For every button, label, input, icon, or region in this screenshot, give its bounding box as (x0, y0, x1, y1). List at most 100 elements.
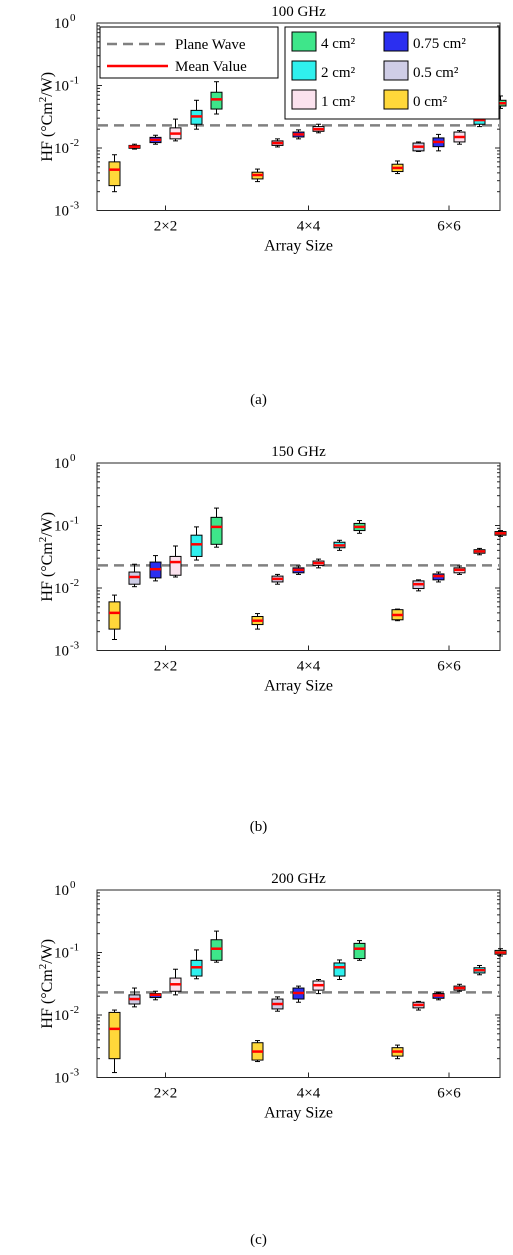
y-tick-label: 10 (54, 519, 69, 535)
plot-frame (96, 462, 501, 651)
box-6×6-0 (391, 1044, 404, 1060)
box-body (169, 555, 182, 576)
legend-label-0.75: 0.75 cm² (413, 36, 466, 52)
box-6×6-2 (473, 547, 486, 556)
y-tick-exponent: 0 (70, 12, 76, 24)
box-body (210, 516, 223, 545)
box-2×2-1 (169, 545, 182, 578)
x-tick-label: 4×4 (297, 219, 321, 235)
legend-swatch-0.5 (383, 60, 409, 81)
box-6×6-0 (391, 608, 404, 622)
x-axis-label: Array Size (264, 238, 333, 255)
box-2×2-1 (169, 968, 182, 996)
x-tick-label: 6×6 (437, 659, 461, 675)
box-4×4-1 (312, 123, 325, 134)
y-tick-exponent: -3 (70, 640, 80, 652)
y-tick-label: 10 (54, 883, 69, 899)
box-2×2-0.75 (149, 990, 162, 1001)
legend-label-2: 2 cm² (321, 65, 356, 81)
y-tick-label: 10 (54, 456, 69, 472)
box-2×2-0.5 (128, 143, 141, 150)
box-4×4-2 (333, 959, 346, 980)
box-2×2-0 (108, 594, 121, 640)
box-6×6-0.5 (412, 141, 425, 152)
y-tick-exponent: -2 (70, 577, 79, 589)
y-tick-label: 10 (54, 946, 69, 962)
x-tick-label: 4×4 (297, 659, 321, 675)
box-6×6-0.5 (412, 579, 425, 592)
y-tick-exponent: 0 (70, 452, 76, 464)
legend-box-lines (99, 26, 279, 79)
box-2×2-0.5 (128, 563, 141, 588)
legend: Plane Wave Mean Value 4 cm² 2 cm² 1 cm² 0.75 … (99, 26, 500, 120)
x-tick-label: 2×2 (154, 219, 177, 235)
legend-label-4: 4 cm² (321, 36, 356, 52)
box-body (108, 161, 121, 187)
y-tick-exponent: -1 (70, 515, 79, 527)
y-tick-exponent: -3 (70, 1067, 80, 1079)
box-4×4-0.5 (271, 138, 284, 148)
box-4×4-0 (251, 613, 264, 630)
box-4×4-0.75 (292, 565, 305, 575)
y-tick-label: 10 (54, 1008, 69, 1024)
y-axis-label: HF (°Cm2/W) (37, 72, 56, 162)
y-tick-exponent: -3 (70, 200, 80, 212)
chart-caption: (a) (250, 392, 267, 408)
box-6×6-0 (391, 160, 404, 175)
y-axis-label: HF (°Cm2/W) (37, 512, 56, 602)
box-6×6-1 (453, 983, 466, 992)
y-axis-label: HF (°Cm2/W) (37, 939, 56, 1029)
box-4×4-0 (251, 168, 264, 183)
box-body (210, 91, 223, 110)
legend-label-0: 0 cm² (413, 94, 448, 110)
y-tick-label: 10 (54, 1071, 69, 1087)
y-tick-exponent: -2 (70, 1004, 79, 1016)
box-4×4-0 (251, 1040, 264, 1063)
legend-label-0.5: 0.5 cm² (413, 65, 459, 81)
box-4×4-0.5 (271, 996, 284, 1012)
legend-swatch-0 (383, 89, 409, 110)
box-4×4-0.5 (271, 573, 284, 585)
box-2×2-4 (210, 507, 223, 548)
legend-swatch-2 (291, 60, 317, 81)
legend-mean-label: Mean Value (175, 59, 247, 75)
box-2×2-0 (108, 1009, 121, 1074)
x-tick-label: 4×4 (297, 1086, 321, 1102)
y-tick-label: 10 (54, 16, 69, 32)
x-axis-label: Array Size (264, 1105, 333, 1122)
box-2×2-4 (210, 81, 223, 115)
box-2×2-0.5 (128, 987, 141, 1008)
box-6×6-4 (494, 530, 507, 537)
chart-caption: (c) (250, 1232, 267, 1248)
box-6×6-0.75 (432, 133, 445, 152)
legend-swatch-1 (291, 89, 317, 110)
box-2×2-4 (210, 930, 223, 963)
box-6×6-2 (473, 964, 486, 976)
box-body (108, 1011, 121, 1060)
box-4×4-2 (333, 539, 346, 551)
x-tick-label: 6×6 (437, 1086, 461, 1102)
legend-swatch-4 (291, 31, 317, 52)
box-2×2-0.75 (149, 555, 162, 582)
y-tick-label: 10 (54, 141, 69, 157)
y-tick-label: 10 (54, 581, 69, 597)
legend-swatch-0.75 (383, 31, 409, 52)
box-body (108, 601, 121, 630)
box-6×6-0.75 (432, 991, 445, 1001)
box-2×2-0 (108, 154, 121, 193)
box-body (190, 534, 203, 557)
x-tick-label: 6×6 (437, 219, 461, 235)
y-tick-label: 10 (54, 204, 69, 220)
y-tick-exponent: 0 (70, 879, 76, 891)
legend-plane-wave-label: Plane Wave (175, 37, 246, 53)
chart-title: 150 GHz (271, 444, 326, 460)
box-4×4-0.75 (292, 129, 305, 140)
x-tick-label: 2×2 (154, 659, 177, 675)
x-axis-label: Array Size (264, 678, 333, 695)
box-2×2-0.75 (149, 134, 162, 145)
legend-label-1: 1 cm² (321, 94, 356, 110)
box-body (210, 939, 223, 961)
box-2×2-1 (169, 118, 182, 142)
